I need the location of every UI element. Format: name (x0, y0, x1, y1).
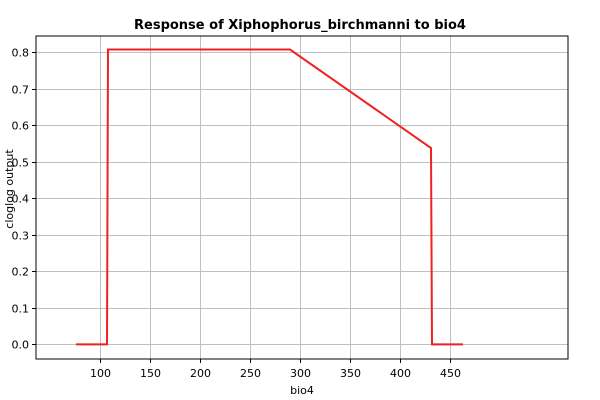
x-tick-label: 450 (440, 367, 461, 380)
y-tick-label: 0.7 (12, 84, 30, 97)
chart-title: Response of Xiphophorus_birchmanni to bi… (134, 18, 466, 33)
y-axis-label: cloglog output (3, 149, 16, 229)
grid (36, 36, 568, 359)
y-tick-label: 0.0 (12, 339, 30, 352)
y-tick-label: 0.5 (12, 157, 30, 170)
x-tick-label: 400 (390, 367, 411, 380)
x-tick-label: 200 (190, 367, 211, 380)
x-tick-label: 350 (340, 367, 361, 380)
x-tick-label: 100 (90, 367, 111, 380)
x-axis-label: bio4 (290, 384, 314, 397)
y-tick-label: 0.4 (12, 193, 30, 206)
x-tick-label: 250 (240, 367, 261, 380)
x-tick-label: 300 (290, 367, 311, 380)
y-tick-label: 0.1 (12, 303, 30, 316)
series-layer (76, 48, 463, 346)
y-tick-label: 0.2 (12, 266, 30, 279)
response-curve (76, 48, 463, 346)
axis-ticks: 100 150 200 250 300 350 400 450 0.0 0.1 0.2 0.3 0.4 0… (12, 47, 462, 381)
x-tick-label: 150 (140, 367, 161, 380)
y-tick-label: 0.8 (12, 47, 30, 60)
plot-frame (35, 35, 569, 360)
y-tick-label: 0.3 (12, 230, 30, 243)
y-tick-label: 0.6 (12, 120, 30, 133)
